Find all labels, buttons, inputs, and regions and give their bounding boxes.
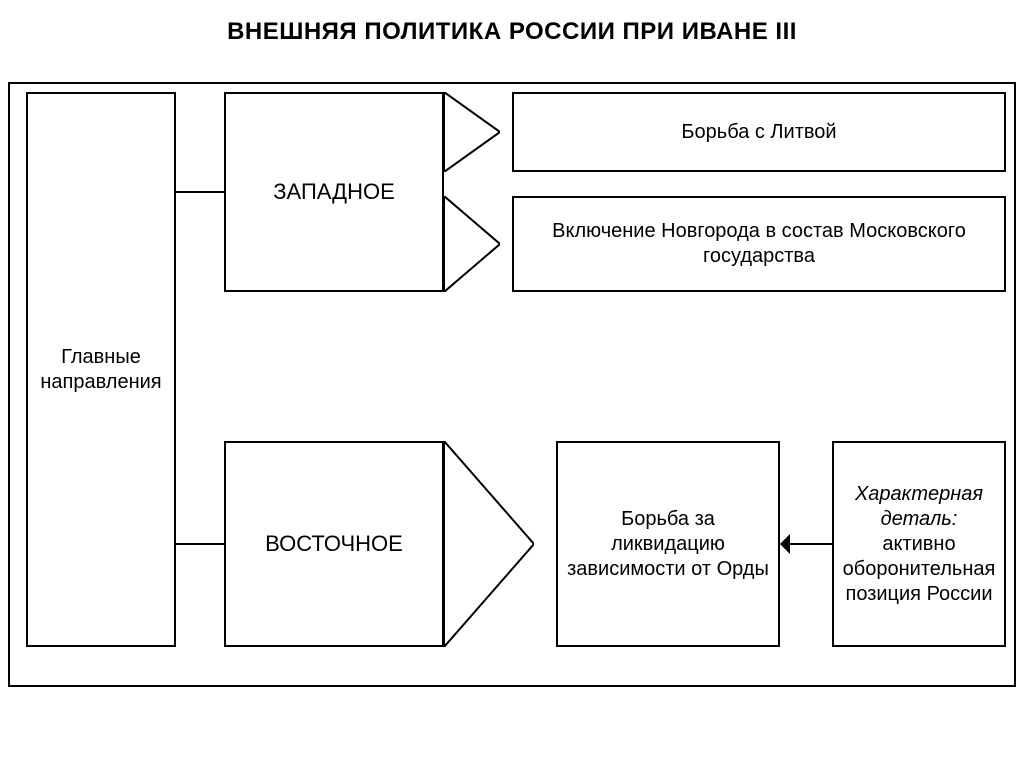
node-west-out2: Включение Новгорода в состав Московского… [512, 196, 1006, 292]
node-east-out-label: Борьба за ликвидацию зависимости от Орды [564, 507, 772, 582]
node-west-out2-label: Включение Новгорода в состав Московского… [520, 219, 998, 269]
arrow-east [444, 441, 534, 647]
arrow-west-2 [444, 196, 500, 292]
diagram-canvas: ВНЕШНЯЯ ПОЛИТИКА РОССИИ ПРИ ИВАНЕ III Гл… [0, 0, 1024, 768]
node-west-out1-label: Борьба с Литвой [681, 120, 836, 145]
connector-root-east [176, 543, 224, 545]
arrow-west-1 [444, 92, 500, 172]
arrow-detail-left-icon [780, 534, 790, 554]
connector-detail-east [790, 543, 832, 545]
node-east-label: ВОСТОЧНОЕ [265, 530, 403, 558]
connector-root-west [176, 191, 224, 193]
node-detail-label-top: Характерная деталь: [855, 483, 983, 530]
node-west-out1: Борьба с Литвой [512, 92, 1006, 172]
node-detail-content: Характерная деталь: активно оборонительн… [840, 482, 998, 607]
node-west-label: ЗАПАДНОЕ [273, 178, 395, 206]
node-detail: Характерная деталь: активно оборонительн… [832, 441, 1006, 647]
node-root: Главные направления [26, 92, 176, 647]
node-detail-label-bottom: активно оборонительная позиция России [843, 533, 996, 605]
node-east-out: Борьба за ликвидацию зависимости от Орды [556, 441, 780, 647]
node-east: ВОСТОЧНОЕ [224, 441, 444, 647]
node-west: ЗАПАДНОЕ [224, 92, 444, 292]
diagram-title: ВНЕШНЯЯ ПОЛИТИКА РОССИИ ПРИ ИВАНЕ III [0, 18, 1024, 46]
node-root-label: Главные направления [34, 345, 168, 395]
